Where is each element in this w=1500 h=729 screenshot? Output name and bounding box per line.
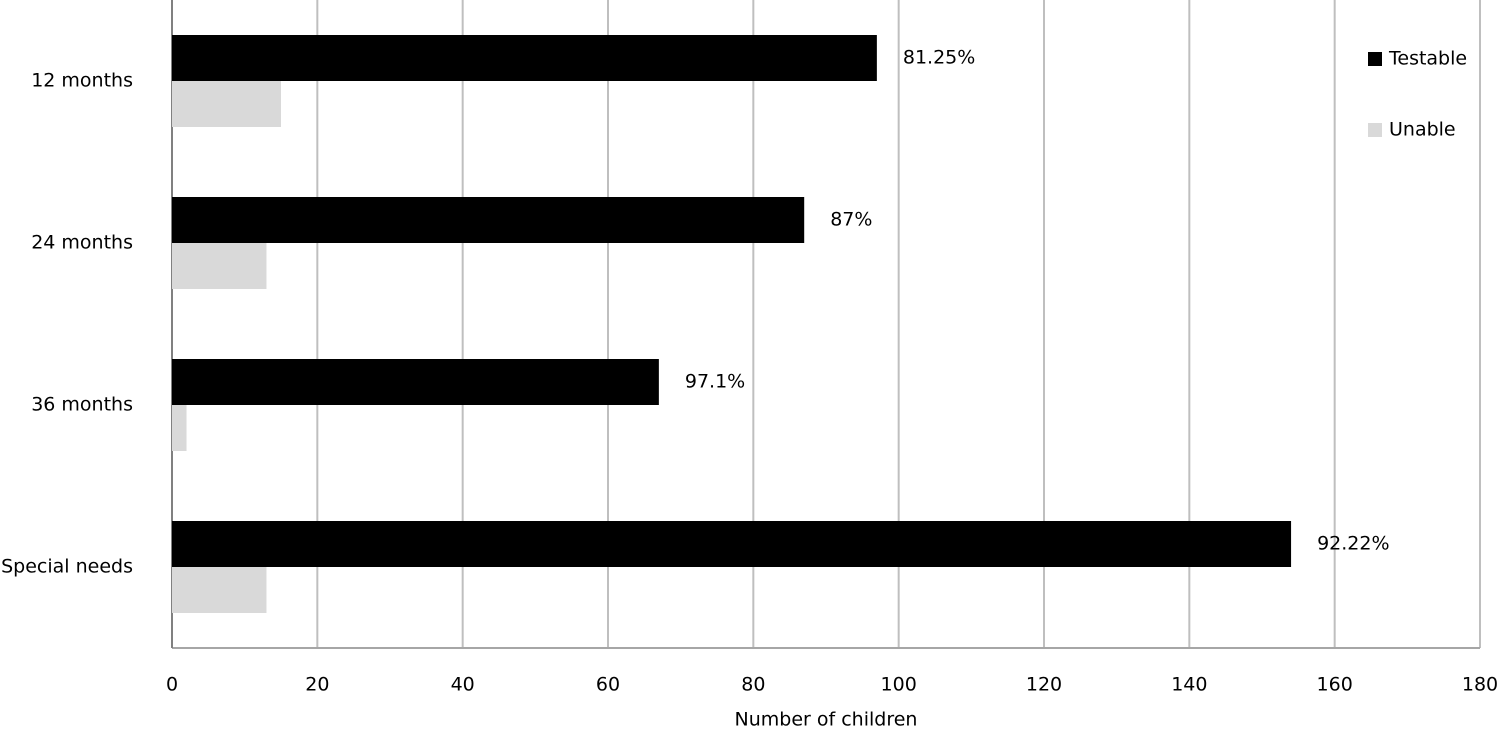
- x-tick-label: 0: [166, 674, 178, 696]
- bar: [172, 359, 659, 405]
- bar-annotation: 87%: [830, 209, 872, 231]
- x-tick-label: 40: [451, 674, 475, 696]
- bar-annotation: 81.25%: [903, 47, 975, 69]
- x-tick-label: 100: [881, 674, 917, 696]
- legend-label: Testable: [1388, 48, 1467, 70]
- x-tick-label: 60: [596, 674, 620, 696]
- y-tick-label: Special needs: [1, 556, 133, 578]
- x-tick-label: 80: [741, 674, 765, 696]
- y-tick-label: 12 months: [31, 70, 133, 92]
- bar: [172, 521, 1292, 567]
- x-tick-label: 140: [1171, 674, 1207, 696]
- bar: [172, 197, 805, 243]
- x-tick-label: 160: [1317, 674, 1353, 696]
- x-tick-label: 180: [1462, 674, 1498, 696]
- bar: [172, 243, 267, 289]
- legend-swatch: [1368, 123, 1382, 137]
- bar: [172, 35, 877, 81]
- legend-label: Unable: [1389, 119, 1456, 141]
- x-tick-label: 20: [305, 674, 329, 696]
- bar-annotation: 92.22%: [1317, 533, 1389, 555]
- bar: [172, 567, 267, 613]
- bar: [172, 81, 281, 127]
- bar: [172, 405, 187, 451]
- y-tick-label: 24 months: [31, 232, 133, 254]
- x-axis-label: Number of children: [735, 709, 918, 729]
- bar-annotation: 97.1%: [685, 371, 745, 393]
- x-tick-label: 120: [1026, 674, 1062, 696]
- legend-swatch: [1368, 52, 1382, 66]
- y-tick-label: 36 months: [31, 394, 133, 416]
